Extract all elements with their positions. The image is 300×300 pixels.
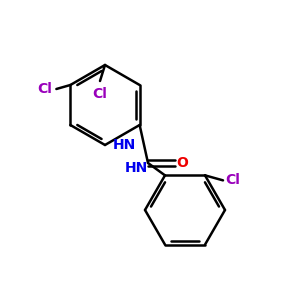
Text: HN: HN (112, 138, 136, 152)
Text: Cl: Cl (93, 87, 107, 101)
Text: HN: HN (125, 161, 148, 175)
Text: O: O (176, 156, 188, 170)
Text: Cl: Cl (225, 173, 240, 188)
Text: Cl: Cl (38, 82, 52, 96)
